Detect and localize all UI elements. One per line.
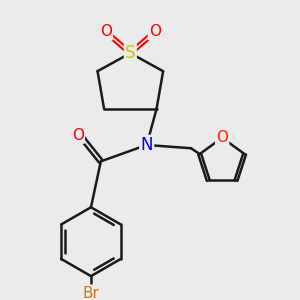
Text: O: O [72, 128, 84, 142]
Text: O: O [149, 24, 161, 39]
Text: N: N [140, 136, 153, 154]
Text: O: O [216, 130, 228, 145]
Text: S: S [125, 44, 136, 62]
Text: O: O [100, 24, 112, 39]
Text: Br: Br [82, 286, 99, 300]
